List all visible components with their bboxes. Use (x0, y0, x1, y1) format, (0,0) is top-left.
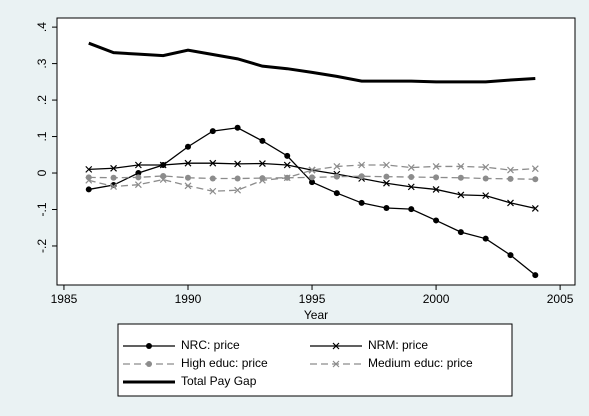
marker (457, 174, 464, 181)
marker (408, 174, 415, 181)
marker (110, 174, 117, 181)
legend-marker (146, 343, 152, 349)
marker (110, 183, 117, 190)
marker (309, 179, 316, 186)
marker (134, 181, 142, 189)
legend-label: High educ: price (181, 356, 268, 370)
x-tick-label: 1995 (299, 292, 326, 306)
marker (209, 128, 216, 135)
marker (383, 173, 390, 180)
marker (531, 165, 539, 173)
marker (184, 143, 191, 150)
marker (433, 217, 440, 224)
y-tick-label: 0 (35, 169, 49, 176)
marker (184, 159, 192, 167)
legend-box (117, 323, 513, 397)
legend-marker (332, 342, 340, 350)
marker (234, 124, 241, 131)
x-axis-label: Year (304, 308, 328, 322)
marker (507, 199, 514, 207)
marker (432, 186, 440, 193)
legend-label: NRM: price (368, 338, 428, 352)
y-tick-label: .2 (35, 95, 49, 105)
x-tick-label: 2000 (423, 292, 450, 306)
legend-marker (146, 361, 152, 367)
marker (531, 204, 539, 212)
legend-label: NRC: price (181, 338, 240, 352)
series-line (88, 41, 536, 84)
marker (482, 235, 489, 242)
x-tick-label: 2005 (547, 292, 574, 306)
marker (482, 192, 490, 200)
y-tick-label: .1 (35, 131, 49, 141)
marker (110, 164, 117, 172)
marker (234, 160, 242, 168)
marker (234, 186, 242, 194)
marker (209, 159, 217, 167)
marker (258, 160, 266, 167)
marker (383, 179, 390, 187)
y-tick-label: -.2 (35, 239, 49, 253)
marker (407, 164, 415, 171)
marker (482, 175, 489, 182)
legend-label: Medium educ: price (368, 356, 473, 370)
marker (358, 199, 365, 206)
marker (457, 191, 465, 199)
plot-area (56, 17, 576, 286)
x-tick-label: 1985 (51, 292, 78, 306)
marker (85, 165, 93, 173)
y-tick-label: .4 (35, 22, 49, 32)
marker (383, 161, 390, 169)
marker (333, 163, 341, 170)
x-tick-label: 1990 (175, 292, 202, 306)
marker (432, 163, 440, 170)
marker (184, 182, 192, 190)
marker (407, 183, 415, 191)
legend-label: Total Pay Gap (181, 374, 257, 388)
marker (85, 186, 92, 193)
marker (433, 174, 440, 181)
marker (482, 163, 490, 171)
marker (507, 252, 514, 259)
marker (134, 161, 142, 169)
marker (85, 176, 93, 184)
marker (135, 174, 142, 181)
legend-marker (332, 360, 340, 368)
marker (358, 161, 366, 169)
marker (457, 229, 464, 236)
marker (135, 170, 142, 177)
marker (532, 272, 539, 279)
marker (209, 187, 217, 195)
marker (283, 161, 291, 169)
marker (184, 174, 191, 181)
marker (259, 137, 266, 144)
marker (507, 175, 514, 182)
marker (309, 174, 316, 181)
marker (159, 161, 167, 169)
marker (308, 166, 316, 174)
marker (234, 175, 241, 182)
marker (283, 174, 291, 182)
marker (159, 176, 167, 184)
marker (284, 152, 291, 159)
marker (258, 176, 266, 184)
marker (333, 190, 340, 197)
marker (358, 173, 365, 180)
marker (457, 163, 465, 170)
marker (209, 175, 216, 182)
marker (383, 205, 390, 212)
y-tick-label: -.1 (35, 202, 49, 216)
marker (408, 206, 415, 213)
marker (532, 176, 539, 183)
marker (333, 173, 340, 180)
y-tick-label: .3 (35, 58, 49, 68)
marker (507, 166, 514, 174)
